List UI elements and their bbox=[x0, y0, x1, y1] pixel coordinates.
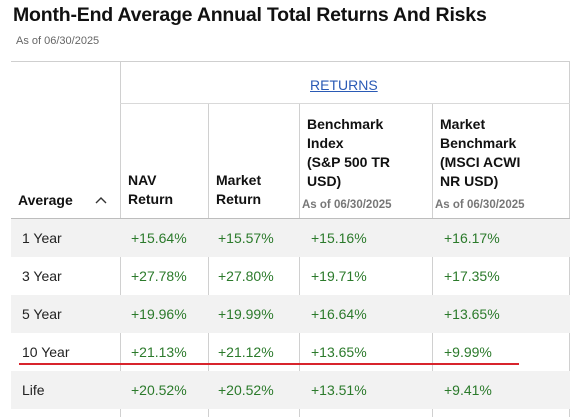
benchmark-index-as-of: As of 06/30/2025 bbox=[302, 199, 392, 211]
market-benchmark-value: +13.65% bbox=[444, 306, 500, 322]
header-line: (MSCI ACWI bbox=[440, 154, 521, 170]
column-divider bbox=[299, 104, 300, 417]
row-label: 5 Year bbox=[22, 306, 62, 322]
group-header-divider bbox=[120, 103, 570, 104]
table-row-1-year: 1 Year +15.64% +15.57% +15.16% +16.17% bbox=[11, 219, 570, 257]
header-line: Market bbox=[216, 172, 262, 188]
market-return-value: +15.57% bbox=[218, 230, 274, 246]
table-row-life: Life +20.52% +20.52% +13.51% +9.41% bbox=[11, 371, 570, 409]
header-line: Market bbox=[440, 116, 486, 132]
market-return-value: +21.12% bbox=[218, 344, 274, 360]
nav-return-value: +20.52% bbox=[131, 382, 187, 398]
page-title: Month-End Average Annual Total Returns A… bbox=[13, 4, 487, 26]
market-benchmark-value: +9.41% bbox=[444, 382, 492, 398]
market-return-value: +20.52% bbox=[218, 382, 274, 398]
header-nav-return[interactable]: NAV Return bbox=[128, 171, 173, 209]
benchmark-index-value: +16.64% bbox=[311, 306, 367, 322]
header-line: (S&P 500 TR bbox=[307, 154, 390, 170]
table-row-3-year: 3 Year +27.78% +27.80% +19.71% +17.35% bbox=[11, 257, 570, 295]
header-line: Return bbox=[128, 191, 174, 207]
row-label: Life bbox=[22, 382, 45, 398]
header-bottom-border bbox=[11, 218, 570, 219]
nav-return-value: +19.96% bbox=[131, 306, 187, 322]
header-market-return[interactable]: Market Return bbox=[216, 171, 261, 209]
market-benchmark-value: +17.35% bbox=[444, 268, 500, 284]
as-of-date: As of 06/30/2025 bbox=[16, 35, 100, 47]
column-divider bbox=[208, 104, 209, 417]
row-label: 10 Year bbox=[22, 344, 70, 360]
header-market-benchmark[interactable]: Market Benchmark (MSCI ACWI NR USD) bbox=[440, 115, 520, 191]
header-benchmark-index[interactable]: Benchmark Index (S&P 500 TR USD) bbox=[307, 115, 390, 191]
header-line: Benchmark bbox=[440, 135, 517, 151]
returns-group-link[interactable]: RETURNS bbox=[310, 77, 378, 93]
header-line: Return bbox=[216, 191, 262, 207]
market-benchmark-as-of: As of 06/30/2025 bbox=[435, 199, 525, 211]
benchmark-index-value: +13.65% bbox=[311, 344, 367, 360]
nav-return-value: +15.64% bbox=[131, 230, 187, 246]
header-line: USD) bbox=[307, 173, 342, 189]
header-line: NR USD) bbox=[440, 173, 499, 189]
header-line: Index bbox=[307, 135, 344, 151]
average-sort-header[interactable]: Average bbox=[18, 192, 107, 208]
market-benchmark-value: +16.17% bbox=[444, 230, 500, 246]
column-divider bbox=[432, 104, 433, 417]
header-line: NAV bbox=[128, 172, 157, 188]
benchmark-index-value: +15.16% bbox=[311, 230, 367, 246]
market-return-value: +27.80% bbox=[218, 268, 274, 284]
highlight-underline bbox=[19, 363, 519, 365]
table-row-5-year: 5 Year +19.96% +19.99% +16.64% +13.65% bbox=[11, 295, 570, 333]
row-label: 3 Year bbox=[22, 268, 62, 284]
table-row-10-year: 10 Year +21.13% +21.12% +13.65% +9.99% bbox=[11, 333, 570, 371]
average-label: Average bbox=[18, 192, 73, 208]
market-benchmark-value: +9.99% bbox=[444, 344, 492, 360]
chevron-up-icon bbox=[95, 194, 107, 206]
market-return-value: +19.99% bbox=[218, 306, 274, 322]
benchmark-index-value: +13.51% bbox=[311, 382, 367, 398]
table-top-border bbox=[11, 61, 570, 62]
nav-return-value: +27.78% bbox=[131, 268, 187, 284]
nav-return-value: +21.13% bbox=[131, 344, 187, 360]
returns-table: RETURNS NAV Return Market Return Benchma… bbox=[11, 61, 570, 417]
header-line: Benchmark bbox=[307, 116, 384, 132]
row-label: 1 Year bbox=[22, 230, 62, 246]
benchmark-index-value: +19.71% bbox=[311, 268, 367, 284]
